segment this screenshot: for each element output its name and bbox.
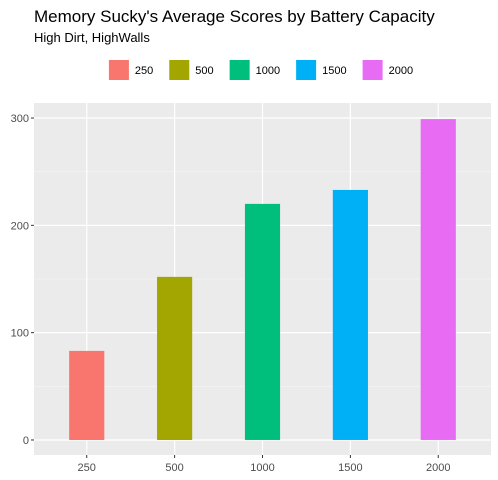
bar-1000 [244, 203, 281, 440]
x-tick-label: 1000 [250, 462, 274, 474]
legend-item-1000: 1000 [229, 60, 280, 80]
chart-subtitle: High Dirt, HighWalls [34, 30, 150, 45]
legend-item-500: 500 [169, 60, 214, 80]
legend-item-2000: 2000 [362, 60, 413, 80]
x-tick-label: 500 [165, 462, 183, 474]
y-tick-label: 0 [23, 435, 29, 447]
bar-250 [69, 350, 105, 440]
x-tick-label: 1500 [338, 462, 362, 474]
bar-500 [157, 276, 193, 440]
bar-2000 [420, 119, 456, 440]
legend-key [229, 60, 250, 80]
legend-key [362, 60, 383, 80]
y-tick-label: 100 [11, 328, 29, 340]
bars [69, 119, 456, 440]
legend-label: 1500 [322, 65, 346, 77]
legend: 250 500 1000 1500 2000 [108, 60, 413, 80]
x-tick-label: 250 [78, 462, 96, 474]
x-axis: 250 500 1000 1500 2000 [78, 455, 451, 474]
x-tick-label: 2000 [426, 462, 450, 474]
legend-label: 2000 [389, 65, 413, 77]
legend-key [296, 60, 317, 80]
legend-key [108, 60, 129, 80]
legend-key [169, 60, 190, 80]
legend-label: 500 [195, 65, 213, 77]
y-axis: 0 100 200 300 [11, 113, 34, 447]
legend-label: 1000 [256, 65, 280, 77]
legend-item-250: 250 [108, 60, 153, 80]
y-tick-label: 200 [11, 220, 29, 232]
legend-item-1500: 1500 [296, 60, 347, 80]
chart-title: Memory Sucky's Average Scores by Battery… [34, 7, 435, 26]
bar-1500 [332, 189, 368, 440]
legend-label: 250 [135, 65, 153, 77]
y-tick-label: 300 [11, 113, 29, 125]
